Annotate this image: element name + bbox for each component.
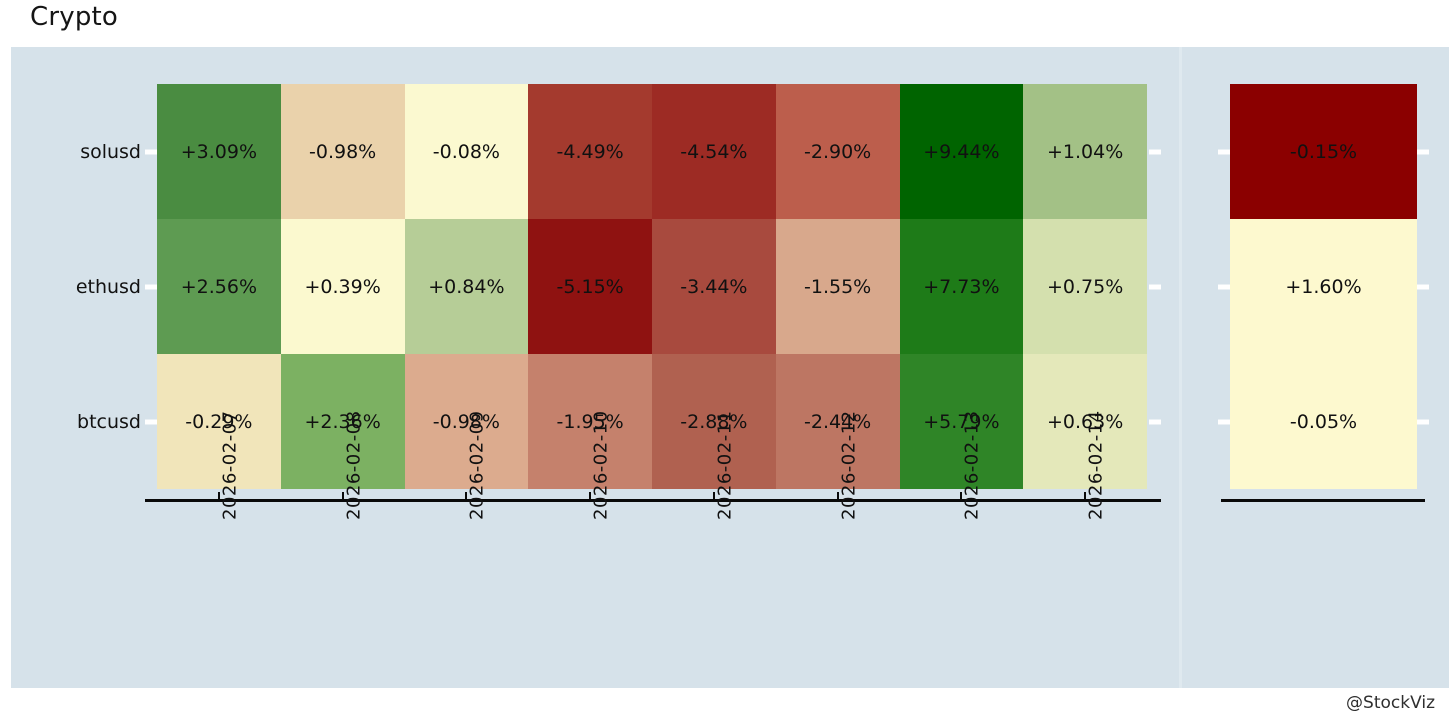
heatmap-cell: +3.09%: [157, 84, 281, 219]
heatmap-cell: -4.49%: [528, 84, 652, 219]
y-tick: [145, 419, 157, 424]
heatmap-cell: -2.88%: [652, 354, 776, 489]
x-tick: [960, 492, 963, 501]
chart-area: solusd ethusd btcusd +3.09% -0.98% -0.08% -4.…: [11, 47, 1449, 688]
heatmap-cell: +7.73%: [899, 219, 1024, 354]
heatmap-cell: -5.15%: [528, 219, 652, 354]
heatmap-cell: -4.54%: [652, 84, 776, 219]
heatmap-cell: -2.44%: [775, 354, 900, 489]
y-tick: [1218, 149, 1230, 154]
heatmap-cell: -0.98%: [280, 84, 405, 219]
x-tick: [589, 492, 592, 501]
chart-title: Crypto: [30, 2, 119, 32]
y-tick: [1218, 419, 1230, 424]
x-tick: [465, 492, 468, 501]
y-tick: [145, 149, 157, 154]
y-tick: [1149, 419, 1161, 424]
heatmap-cell: +0.75%: [1023, 219, 1147, 354]
x-tick: [1084, 492, 1087, 501]
x-axis-label: 2026-02-08: [343, 410, 365, 520]
heatmap-cell: +9.44%: [899, 84, 1024, 219]
main-x-axis-line: [145, 499, 1161, 502]
x-tick: [341, 492, 344, 501]
heatmap-cell: -0.29%: [157, 354, 281, 489]
y-tick: [1149, 149, 1161, 154]
heatmap-cell: +1.04%: [1023, 84, 1147, 219]
x-axis-label: 2026-02-07: [219, 410, 241, 520]
x-axis-label: 2026-02-13: [961, 410, 983, 520]
y-tick: [1417, 149, 1429, 154]
y-tick: [1417, 419, 1429, 424]
summary-cell: -0.15%: [1230, 84, 1417, 219]
heatmap-cell: +0.63%: [1023, 354, 1147, 489]
x-axis-label: 2026-02-09: [466, 410, 488, 520]
row-label: btcusd: [77, 410, 141, 433]
summary-x-axis-line: [1221, 499, 1425, 502]
heatmap-cell: +5.79%: [899, 354, 1024, 489]
x-axis-label: 2026-02-10: [590, 410, 612, 520]
heatmap-cell: -1.55%: [775, 219, 900, 354]
y-tick: [145, 284, 157, 289]
heatmap-cell: -3.44%: [652, 219, 776, 354]
panel-divider: [1179, 47, 1182, 688]
x-axis-label: 2026-02-14: [1085, 410, 1107, 520]
summary-returns-heatmap: -0.15% +1.60% -0.05%: [1230, 84, 1417, 489]
watermark: @StockViz: [1346, 693, 1435, 713]
heatmap-cell: -0.98%: [404, 354, 529, 489]
daily-returns-heatmap: +3.09% -0.98% -0.08% -4.49% -4.54% -2.90% +9.4…: [157, 84, 1147, 489]
heatmap-cell: -2.90%: [775, 84, 900, 219]
summary-cell: -0.05%: [1230, 354, 1417, 489]
row-label: solusd: [80, 140, 141, 163]
x-tick: [712, 492, 715, 501]
row-label: ethusd: [75, 275, 141, 298]
heatmap-cell: +0.84%: [404, 219, 529, 354]
x-tick: [836, 492, 839, 501]
summary-cell: +1.60%: [1230, 219, 1417, 354]
y-tick: [1218, 284, 1230, 289]
x-tick: [217, 492, 220, 501]
x-axis-label: 2026-02-12: [838, 410, 860, 520]
heatmap-cell: +2.36%: [280, 354, 405, 489]
y-tick: [1149, 284, 1161, 289]
y-tick: [1417, 284, 1429, 289]
x-axis-label: 2026-02-11: [714, 410, 736, 520]
heatmap-cell: +2.56%: [157, 219, 281, 354]
heatmap-cell: +0.39%: [280, 219, 405, 354]
heatmap-cell: -0.08%: [404, 84, 529, 219]
heatmap-cell: -1.95%: [528, 354, 652, 489]
